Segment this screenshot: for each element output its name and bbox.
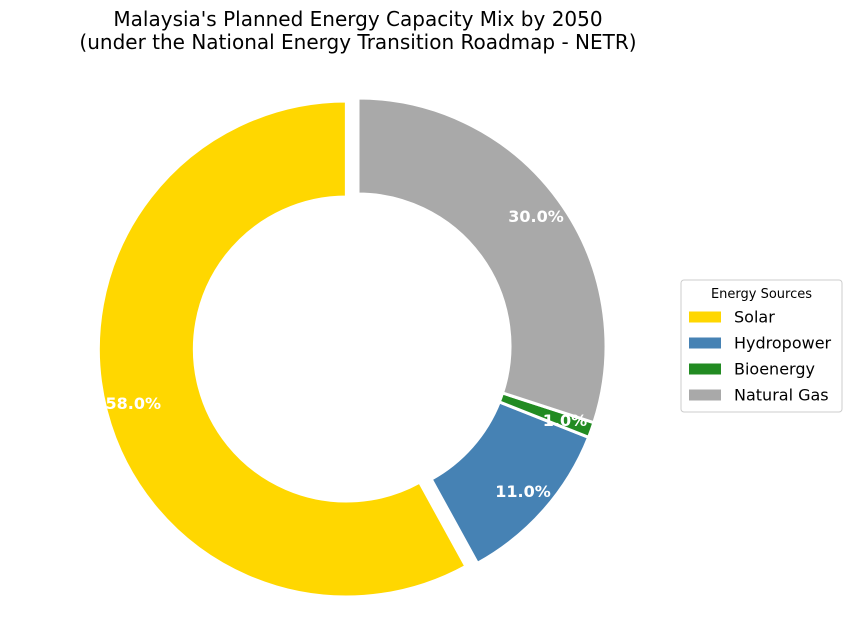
legend-title: Energy Sources bbox=[711, 287, 812, 302]
percent-label-hydropower: 11.0% bbox=[495, 482, 551, 501]
legend-swatch-solar bbox=[689, 311, 721, 323]
legend-label-solar: Solar bbox=[734, 308, 775, 327]
slices-group bbox=[96, 96, 608, 599]
percent-label-bioenergy: 1.0% bbox=[543, 411, 587, 430]
percent-label-solar: 58.0% bbox=[106, 394, 162, 413]
chart-subtitle: (under the National Energy Transition Ro… bbox=[79, 30, 636, 54]
slice-natural-gas bbox=[356, 96, 608, 425]
legend-label-bioenergy: Bioenergy bbox=[734, 360, 815, 379]
legend: Energy Sources Solar Hydropower Bioenergy N… bbox=[680, 279, 843, 413]
legend-label-hydropower: Hydropower bbox=[734, 334, 832, 353]
chart-title: Malaysia's Planned Energy Capacity Mix b… bbox=[113, 7, 602, 31]
legend-items: Solar Hydropower Bioenergy Natural Gas bbox=[689, 308, 832, 405]
legend-frame bbox=[680, 279, 843, 413]
slice-solar bbox=[96, 99, 468, 599]
percent-labels-group: 58.0% 11.0% 1.0% 30.0% bbox=[106, 207, 588, 501]
legend-swatch-hydropower bbox=[689, 337, 721, 349]
percent-label-natural-gas: 30.0% bbox=[508, 207, 564, 226]
legend-label-natural-gas: Natural Gas bbox=[734, 386, 829, 405]
legend-swatch-natural-gas bbox=[689, 389, 721, 401]
legend-swatch-bioenergy bbox=[689, 363, 721, 375]
